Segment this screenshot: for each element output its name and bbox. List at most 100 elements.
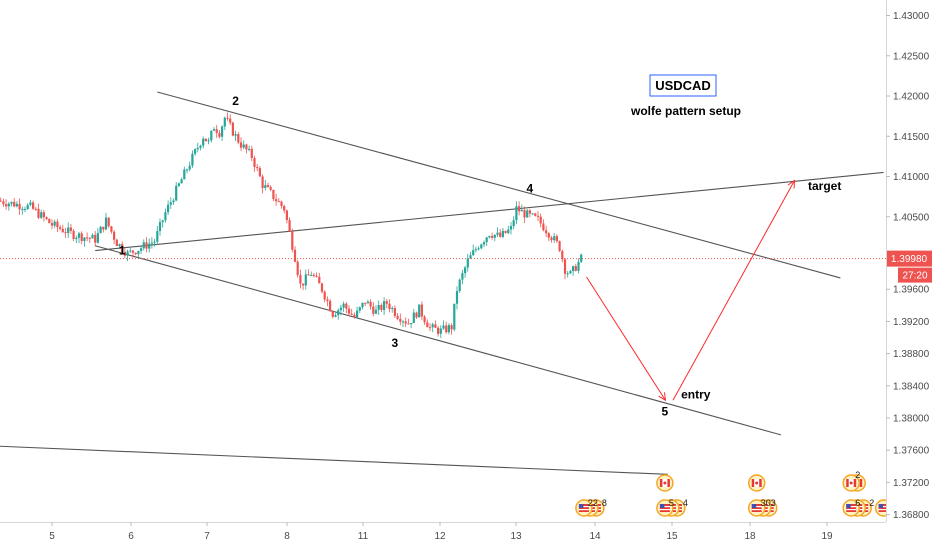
y-tick-label: 1.37600 bbox=[893, 446, 930, 457]
candle-body bbox=[439, 328, 442, 334]
candle-body bbox=[569, 271, 572, 274]
event-ca-badge[interactable]: 2 bbox=[842, 470, 866, 492]
candle-body bbox=[207, 140, 210, 142]
event-us-badge[interactable]: 22 8 bbox=[575, 498, 607, 517]
x-tick-label: 11 bbox=[358, 531, 369, 542]
candle-body bbox=[329, 300, 332, 312]
symbol-title: USDCAD bbox=[655, 78, 711, 93]
candle-body bbox=[312, 274, 315, 276]
candle-body bbox=[547, 233, 550, 238]
plot-area[interactable] bbox=[0, 0, 886, 522]
candles-layer bbox=[0, 112, 583, 339]
candle-body bbox=[450, 325, 453, 330]
y-tick-label: 1.37200 bbox=[893, 478, 930, 489]
candle-body bbox=[536, 215, 540, 217]
candle-body bbox=[199, 145, 202, 148]
candle-body bbox=[350, 313, 353, 315]
event-count: 303 bbox=[761, 498, 776, 508]
candle-body bbox=[272, 189, 275, 200]
candle-body bbox=[37, 208, 40, 218]
candle-body bbox=[196, 147, 199, 150]
candle-body bbox=[137, 250, 140, 255]
candle-body bbox=[531, 213, 534, 215]
candle-body bbox=[461, 273, 464, 280]
candle-body bbox=[53, 221, 56, 226]
candle-body bbox=[572, 266, 575, 272]
candle-body bbox=[110, 226, 113, 232]
line-1-4-target[interactable] bbox=[95, 171, 884, 252]
time-axis[interactable]: 5 6 7 8 11 12 13 14 15 18 19 bbox=[0, 522, 886, 542]
candle-body bbox=[91, 234, 94, 239]
economic-events-layer[interactable]: 228543032624 bbox=[575, 470, 896, 517]
candle-body bbox=[542, 223, 545, 231]
candle-body bbox=[131, 250, 135, 253]
candle-body bbox=[183, 169, 186, 180]
candle-body bbox=[5, 204, 8, 207]
candle-body bbox=[326, 299, 329, 301]
y-tick-label: 1.41500 bbox=[893, 132, 930, 143]
candle-body bbox=[275, 199, 278, 202]
candle-body bbox=[396, 315, 399, 319]
candle-body bbox=[293, 249, 297, 262]
candle-body bbox=[169, 202, 172, 205]
candle-body bbox=[126, 251, 129, 256]
candle-body bbox=[172, 200, 175, 203]
candle-body bbox=[256, 167, 259, 169]
candle-body bbox=[488, 235, 491, 238]
candle-body bbox=[442, 325, 445, 329]
candle-body bbox=[153, 241, 156, 243]
candle-body bbox=[194, 149, 197, 154]
candle-body bbox=[94, 234, 97, 243]
long-term-trendline[interactable] bbox=[0, 445, 668, 475]
lower-wedge-line[interactable] bbox=[95, 245, 782, 436]
candle-body bbox=[437, 327, 440, 334]
event-ca-badge[interactable] bbox=[747, 474, 766, 492]
candle-body bbox=[580, 254, 583, 262]
event-us-badge[interactable]: 303 bbox=[747, 498, 778, 517]
candle-body bbox=[299, 275, 302, 284]
candle-body bbox=[296, 261, 299, 276]
candle-body bbox=[399, 318, 402, 322]
candle-body bbox=[72, 230, 75, 240]
y-tick-label: 1.40500 bbox=[893, 212, 930, 223]
candle-body bbox=[358, 307, 361, 311]
candle-body bbox=[221, 126, 224, 137]
candle-body bbox=[42, 212, 45, 218]
event-count: 5 bbox=[669, 498, 674, 508]
candle-body bbox=[550, 237, 553, 241]
candle-body bbox=[13, 201, 16, 207]
candle-body bbox=[426, 322, 429, 328]
target-annotation: target bbox=[808, 179, 841, 193]
candle-body bbox=[366, 301, 369, 304]
candle-body bbox=[34, 208, 37, 210]
arrow-up-to-target[interactable] bbox=[672, 180, 795, 401]
candle-body bbox=[161, 220, 164, 223]
candle-body bbox=[501, 230, 504, 237]
price-axis[interactable]: 1.43000 1.42500 1.42000 1.41500 1.41000 1.405… bbox=[886, 0, 932, 550]
candle-body bbox=[204, 138, 207, 142]
candle-body bbox=[507, 229, 510, 234]
wave-point-label-3: 3 bbox=[392, 336, 399, 350]
candle-body bbox=[539, 216, 542, 224]
event-ca-badge[interactable] bbox=[656, 474, 674, 492]
x-tick-label: 18 bbox=[744, 531, 756, 542]
upper-wedge-line[interactable] bbox=[157, 91, 841, 279]
candle-body bbox=[67, 227, 70, 234]
candle-body bbox=[231, 122, 234, 136]
candle-body bbox=[288, 220, 291, 232]
candle-body bbox=[361, 302, 364, 308]
arrow-down-to-entry[interactable] bbox=[586, 276, 666, 401]
x-tick-label: 12 bbox=[434, 531, 446, 542]
candle-body bbox=[347, 308, 351, 314]
x-tick-label: 7 bbox=[204, 531, 210, 542]
candle-body bbox=[253, 157, 256, 168]
x-tick-label: 6 bbox=[128, 531, 134, 542]
candle-body bbox=[339, 307, 342, 311]
candle-body bbox=[115, 239, 118, 247]
candle-body bbox=[2, 201, 5, 205]
candle-body bbox=[61, 228, 64, 233]
candle-body bbox=[504, 230, 507, 234]
